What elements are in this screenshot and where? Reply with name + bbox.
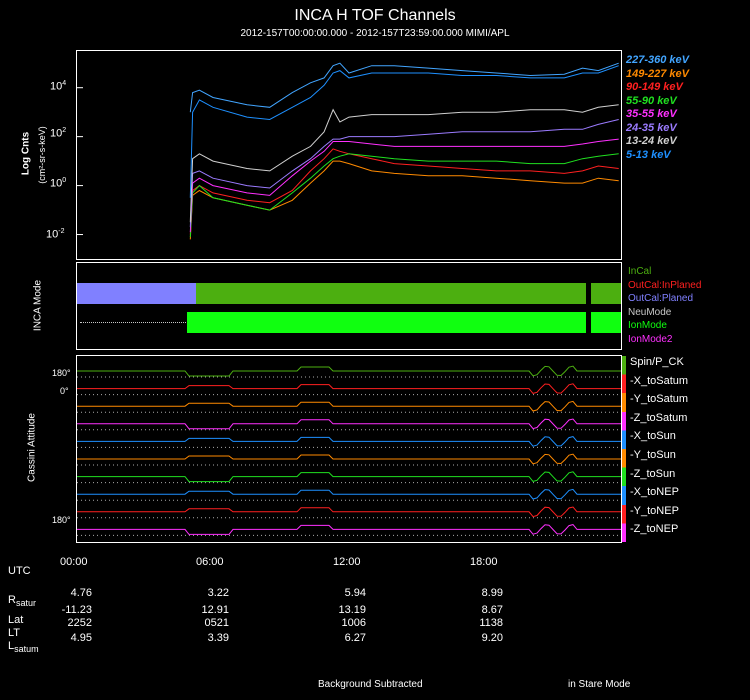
chart-subtitle: 2012-157T00:00:00.000 - 2012-157T23:59:0… [240,28,510,39]
mode-legend-item-3: NeuMode [628,306,672,318]
attitude-legend-item-4: -X_toSun [630,430,676,443]
mode-legend-item-1: OutCal:InPlaned [628,279,702,291]
attitude-legend-item-0: Spin/P_CK [630,356,684,368]
series-line-3 [189,153,619,238]
ephem-r-1: 3.22 [207,587,229,599]
series-line-4 [189,138,619,233]
ephem-lat-0: -11.23 [61,604,92,616]
attitude-trace-4 [77,436,621,447]
flux-tick-1e2: 102 [50,127,67,140]
attitude-color-strip [622,356,626,542]
legend-item-0: 227-360 keV [626,54,689,66]
mode-neu-dotted [80,322,186,323]
attitude-legend-item-7: -X_toNEP [630,486,679,499]
attitude-tick-zero: 0° [60,386,69,396]
attitude-trace-5 [77,453,621,465]
ephem-l-3: 9.20 [481,632,503,644]
attitude-legend-item-6: -Z_toSun [630,467,676,480]
mode-bar-planed [77,283,196,304]
footer-stare-mode: in Stare Mode [568,679,631,690]
attitude-legend-item-3: -Z_toSatum [630,411,688,424]
attitude-trace-7 [77,488,621,500]
attitude-tick-bottom: 180° [52,515,71,525]
legend-item-5: 24-35 keV [626,121,677,134]
series-line-2 [189,148,619,235]
lt-label: LT [8,627,21,639]
ephem-l-0: 4.95 [70,632,92,644]
legend-item-1: 149-227 keV [626,67,689,80]
lat-label: Lat [8,614,24,626]
time-tick-12: 12:00 [333,556,361,568]
ephem-r-0: 4.76 [70,587,92,599]
ephem-r-3: 8.99 [481,587,503,599]
ephem-l-1: 3.39 [207,632,229,644]
ephem-lat-1: 12.91 [201,604,229,616]
attitude-legend-item-8: -Y_toNEP [630,504,679,517]
ephem-lt-0: 2252 [67,617,92,629]
attitude-legend-item-2: -Y_toSatum [630,393,689,406]
mode-legend-item-2: OutCal:Planed [628,293,694,304]
l-label: Lsatum [8,640,39,655]
attitude-trace-8 [77,506,621,518]
mode-bar-incal [196,283,586,304]
ephem-lat-2: 13.19 [338,604,366,616]
ephem-r-2: 5.94 [344,587,366,599]
attitude-trace-0 [77,365,621,377]
attitude-panel [76,355,622,543]
attitude-trace-2 [77,400,621,412]
footer-background-subtracted: Background Subtracted [318,679,423,690]
utc-label: UTC [8,565,31,577]
attitude-trace-6 [77,471,621,483]
attitude-legend-item-1: -X_toSatum [630,374,689,387]
mode-legend-item-5: IonMode2 [628,333,673,345]
attitude-tick-top: 180° [52,368,71,378]
attitude-legend-item-9: -Z_toNEP [630,523,679,536]
chart-title: INCA H TOF Channels [294,7,456,24]
legend-item-6: 13-24 keV [626,135,677,147]
mode-bar-ion-end [591,312,621,333]
r-label: Rsatur [8,594,36,609]
flux-tick-1e-2: 10-2 [46,228,65,241]
ephem-lat-3: 8.67 [481,604,503,616]
time-tick-06: 06:00 [196,556,224,568]
series-line-7 [189,65,619,198]
legend-item-2: 90-149 keV [626,81,683,93]
flux-tick-1e0: 100 [50,177,67,190]
series-line-6 [189,104,619,223]
attitude-trace-9 [77,524,621,535]
flux-tick-1e4: 104 [50,80,67,93]
mode-legend-item-4: IonMode [628,320,667,331]
ephem-lt-1: 0521 [204,617,229,629]
time-tick-00: 00:00 [60,556,88,568]
flux-panel [76,50,622,260]
time-tick-18: 18:00 [470,556,498,568]
ephem-l-2: 6.27 [344,632,366,644]
legend-item-3: 55-90 keV [626,94,677,107]
mode-bar-incal-end [591,283,621,304]
ephem-lt-3: 1138 [479,617,503,629]
series-line-0 [189,62,619,113]
mode-bar-ion [187,312,586,333]
legend-item-4: 35-55 keV [626,108,677,120]
mode-legend-item-0: InCal [628,266,652,277]
attitude-trace-3 [77,418,621,430]
series-line-5 [189,119,619,228]
attitude-legend-item-5: -Y_toSun [630,449,676,461]
ephem-lt-2: 1006 [341,617,366,629]
attitude-trace-1 [77,383,621,394]
legend-item-7: 5-13 keV [626,148,671,161]
mode-panel [76,262,622,350]
